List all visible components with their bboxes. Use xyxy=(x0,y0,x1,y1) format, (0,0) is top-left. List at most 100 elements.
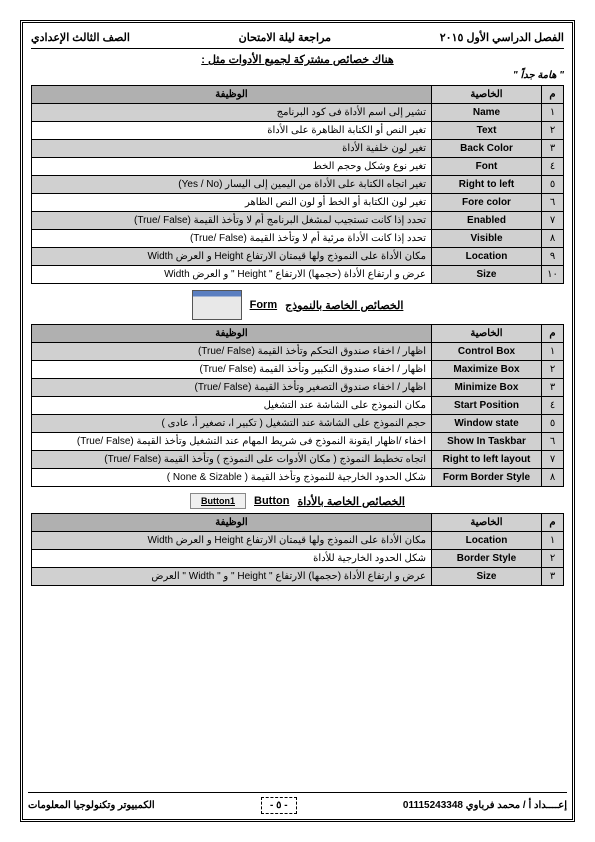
cell-prop: Window state xyxy=(432,415,542,433)
cell-desc: تغير النص أو الكتابة الظاهرة على الأداة xyxy=(32,122,432,140)
cell-num: ٦ xyxy=(542,194,564,212)
th-num: م xyxy=(542,514,564,532)
cell-num: ٣ xyxy=(542,379,564,397)
cell-prop: Location xyxy=(432,248,542,266)
table-row: ٤Fontتغير نوع وشكل وحجم الخط xyxy=(32,158,564,176)
cell-num: ٤ xyxy=(542,158,564,176)
table-row: ٤Start Positionمكان النموذج على الشاشة ع… xyxy=(32,397,564,415)
cell-num: ٤ xyxy=(542,397,564,415)
cell-prop: Size xyxy=(432,568,542,586)
table-row: ٨Form Border Styleشكل الحدود الخارجية لل… xyxy=(32,469,564,487)
cell-prop: Location xyxy=(432,532,542,550)
table-row: ٣Back Colorتغير لون خلفية الأداة xyxy=(32,140,564,158)
cell-prop: Name xyxy=(432,104,542,122)
cell-desc: تحدد إذا كانت الأداة مرئية أم لا وتأخذ ا… xyxy=(32,230,432,248)
table-row: ٣Minimize Boxاظهار / اخفاء صندوق التصغير… xyxy=(32,379,564,397)
th-desc: الوظيفة xyxy=(32,514,432,532)
cell-num: ١٠ xyxy=(542,266,564,284)
cell-prop: Text xyxy=(432,122,542,140)
common-properties-table: م الخاصية الوظيفة ١Nameتشير إلى اسم الأد… xyxy=(31,85,564,284)
cell-desc: اتجاه تخطيط النموذج ( مكان الأدوات على ا… xyxy=(32,451,432,469)
cell-desc: حجم النموذج على الشاشة عند التشغيل ( تكب… xyxy=(32,415,432,433)
cell-num: ٥ xyxy=(542,415,564,433)
cell-prop: Control Box xyxy=(432,343,542,361)
cell-prop: Size xyxy=(432,266,542,284)
cell-num: ٥ xyxy=(542,176,564,194)
button-properties-table: م الخاصية الوظيفة ١Locationمكان الأداة ع… xyxy=(31,513,564,586)
cell-desc: تغير نوع وشكل وحجم الخط xyxy=(32,158,432,176)
cell-prop: Fore color xyxy=(432,194,542,212)
cell-num: ٢ xyxy=(542,361,564,379)
button-title-ar: الخصائص الخاصة بالأداة xyxy=(297,495,405,508)
form-title-en: Form xyxy=(250,299,278,311)
cell-desc: مكان النموذج على الشاشة عند التشغيل xyxy=(32,397,432,415)
th-desc: الوظيفة xyxy=(32,86,432,104)
page-frame: الفصل الدراسي الأول ٢٠١٥ مراجعة ليلة الا… xyxy=(20,20,575,822)
cell-num: ٢ xyxy=(542,122,564,140)
cell-desc: اظهار / اخفاء صندوق التصغير وتأخذ القيمة… xyxy=(32,379,432,397)
footer-left: الكمبيوتر وتكنولوجيا المعلومات xyxy=(28,800,155,811)
cell-prop: Enabled xyxy=(432,212,542,230)
cell-prop: Border Style xyxy=(432,550,542,568)
cell-prop: Back Color xyxy=(432,140,542,158)
button-icon: Button1 xyxy=(190,493,246,509)
page-header: الفصل الدراسي الأول ٢٠١٥ مراجعة ليلة الا… xyxy=(31,31,564,49)
cell-prop: Font xyxy=(432,158,542,176)
cell-desc: شكل الحدود الخارجية للنموذج وتأخذ القيمة… xyxy=(32,469,432,487)
table-row: ٧Right to left layoutاتجاه تخطيط النموذج… xyxy=(32,451,564,469)
cell-prop: Form Border Style xyxy=(432,469,542,487)
note-text: " هامة جداً " xyxy=(31,70,564,81)
cell-prop: Right to left layout xyxy=(432,451,542,469)
cell-prop: Start Position xyxy=(432,397,542,415)
header-center: مراجعة ليلة الامتحان xyxy=(239,31,331,44)
cell-num: ١ xyxy=(542,532,564,550)
table-row: ٥Window stateحجم النموذج على الشاشة عند … xyxy=(32,415,564,433)
cell-desc: شكل الحدود الخارجية للأداة xyxy=(32,550,432,568)
button-section-title: الخصائص الخاصة بالأداة Button Button1 xyxy=(31,493,564,509)
cell-desc: اظهار / اخفاء صندوق التكبير وتأخذ القيمة… xyxy=(32,361,432,379)
cell-num: ٧ xyxy=(542,451,564,469)
cell-num: ٣ xyxy=(542,140,564,158)
cell-num: ٩ xyxy=(542,248,564,266)
cell-num: ٦ xyxy=(542,433,564,451)
cell-desc: تغير اتجاه الكتابة على الأداة من اليمين … xyxy=(32,176,432,194)
cell-num: ١ xyxy=(542,343,564,361)
th-prop: الخاصية xyxy=(432,325,542,343)
cell-desc: تغير لون الكتابة أو الخط أو لون النص الظ… xyxy=(32,194,432,212)
form-title-ar: الخصائص الخاصة بالنموذج xyxy=(285,299,403,312)
intro-text: هناك خصائص مشتركة لجميع الأدوات مثل : xyxy=(31,53,564,66)
table-row: ٦Fore colorتغير لون الكتابة أو الخط أو ل… xyxy=(32,194,564,212)
footer-page: - ٥ - xyxy=(261,797,297,814)
cell-desc: اخفاء /اظهار ايقونة النموذج فى شريط المه… xyxy=(32,433,432,451)
footer-right: إعــــداد أ / محمد فرباوي 01115243348 xyxy=(403,800,567,811)
button-title-en: Button xyxy=(254,495,289,507)
cell-prop: Show In Taskbar xyxy=(432,433,542,451)
cell-num: ٧ xyxy=(542,212,564,230)
th-num: م xyxy=(542,86,564,104)
cell-desc: مكان الأداة على النموذج ولها قيمتان الار… xyxy=(32,532,432,550)
table-row: ١Locationمكان الأداة على النموذج ولها قي… xyxy=(32,532,564,550)
th-prop: الخاصية xyxy=(432,514,542,532)
table-row: ٣Sizeعرض و ارتفاع الأداة (حجمها) الارتفا… xyxy=(32,568,564,586)
cell-prop: Minimize Box xyxy=(432,379,542,397)
cell-desc: تغير لون خلفية الأداة xyxy=(32,140,432,158)
cell-desc: عرض و ارتفاع الأداة (حجمها) الارتفاع " H… xyxy=(32,568,432,586)
table-row: ٨Visibleتحدد إذا كانت الأداة مرئية أم لا… xyxy=(32,230,564,248)
cell-prop: Right to left xyxy=(432,176,542,194)
table-row: ٢Maximize Boxاظهار / اخفاء صندوق التكبير… xyxy=(32,361,564,379)
cell-num: ٨ xyxy=(542,469,564,487)
table-row: ٢Textتغير النص أو الكتابة الظاهرة على ال… xyxy=(32,122,564,140)
cell-desc: اظهار / اخفاء صندوق التحكم وتأخذ القيمة … xyxy=(32,343,432,361)
table-row: ٥Right to leftتغير اتجاه الكتابة على الأ… xyxy=(32,176,564,194)
table-row: ٢Border Styleشكل الحدود الخارجية للأداة xyxy=(32,550,564,568)
th-prop: الخاصية xyxy=(432,86,542,104)
table-row: ٦Show In Taskbarاخفاء /اظهار ايقونة النم… xyxy=(32,433,564,451)
page-footer: إعــــداد أ / محمد فرباوي 01115243348 - … xyxy=(28,792,567,814)
th-desc: الوظيفة xyxy=(32,325,432,343)
table-row: ٩Locationمكان الأداة على النموذج ولها قي… xyxy=(32,248,564,266)
table-row: ١Nameتشير إلى اسم الأداة فى كود البرنامج xyxy=(32,104,564,122)
header-right: الفصل الدراسي الأول ٢٠١٥ xyxy=(440,31,564,44)
cell-prop: Visible xyxy=(432,230,542,248)
cell-desc: مكان الأداة على النموذج ولها قيمتان الار… xyxy=(32,248,432,266)
table-row: ١٠Sizeعرض و ارتفاع الأداة (حجمها) الارتف… xyxy=(32,266,564,284)
